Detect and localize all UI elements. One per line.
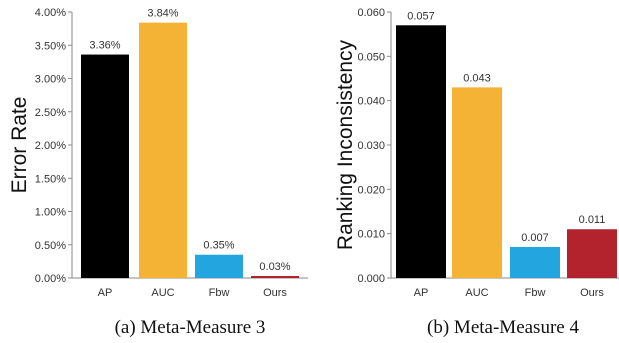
chart-meta-measure-3: 0.00% 0.50% 1.00% 1.50% 2.00% 2.50% 3.00% 3.50%… xyxy=(8,7,308,338)
chart-b-value-label-ours: 0.011 xyxy=(579,214,606,226)
chart-a-value-label-ours: 0.03% xyxy=(259,261,290,273)
chart-b-category-label-auc: AUC xyxy=(465,287,488,299)
chart-a-y-tick-label: 3.50% xyxy=(35,40,66,52)
chart-b-category-label-ap: AP xyxy=(414,287,429,299)
chart-b-bar-fbw xyxy=(510,246,560,278)
chart-b-y-tick-label: 0.000 xyxy=(357,273,385,285)
chart-a-value-label-ap: 3.36% xyxy=(89,40,120,52)
chart-a-y-tick-label: 3.00% xyxy=(35,74,66,86)
chart-b-value-label-ap: 0.057 xyxy=(407,10,435,22)
chart-a-value-label-fbw: 0.35% xyxy=(203,240,234,252)
chart-a-category-label-fbw: Fbw xyxy=(209,287,230,299)
chart-a-y-axis-title: Error Rate xyxy=(8,97,31,194)
chart-a-category-label-auc: AUC xyxy=(151,287,174,299)
chart-b-value-label-auc: 0.043 xyxy=(463,72,491,84)
chart-meta-measure-4: 0.000 0.010 0.020 0.030 0.040 0.050 0.060 0.057… xyxy=(334,7,619,338)
chart-b-y-tick-label: 0.050 xyxy=(357,51,385,63)
chart-a-bar-ours xyxy=(251,276,299,278)
chart-a-caption: (a) Meta-Measure 3 xyxy=(115,317,266,338)
chart-b-caption: (b) Meta-Measure 4 xyxy=(427,317,579,338)
chart-a-y-tick-label: 1.50% xyxy=(35,173,66,185)
chart-a-category-label-ap: AP xyxy=(98,287,113,299)
chart-b-y-tick-label: 0.020 xyxy=(357,184,385,196)
chart-a-y-tick-label: 2.00% xyxy=(35,140,66,152)
chart-b-y-tick-label: 0.060 xyxy=(357,7,385,19)
chart-a-category-label-ours: Ours xyxy=(263,287,287,299)
chart-a-value-label-auc: 3.84% xyxy=(147,8,178,20)
chart-b-category-label-ours: Ours xyxy=(580,287,604,299)
chart-a-bar-fbw xyxy=(195,254,243,278)
chart-b-bar-ap xyxy=(396,25,446,278)
chart-b-bar-ours xyxy=(567,229,617,278)
chart-b-y-tick-label: 0.010 xyxy=(357,229,385,241)
chart-a-bar-ap xyxy=(81,54,129,279)
chart-a-y-tick-label: 1.00% xyxy=(35,207,66,219)
chart-b-value-label-fbw: 0.007 xyxy=(521,232,549,244)
chart-b-y-tick-label: 0.030 xyxy=(357,140,385,152)
chart-b-category-label-fbw: Fbw xyxy=(525,287,546,299)
chart-b-y-axis-title: Ranking Inconsistency xyxy=(334,39,357,250)
chart-a-y-tick-label: 2.50% xyxy=(35,107,66,119)
chart-a-y-tick-label: 4.00% xyxy=(35,7,66,19)
chart-b-y-tick-label: 0.040 xyxy=(357,96,385,108)
chart-b-bar-auc xyxy=(452,87,502,278)
chart-a-bar-auc xyxy=(139,22,187,278)
chart-a-y-tick-label: 0.00% xyxy=(35,273,66,285)
chart-a-y-tick-label: 0.50% xyxy=(35,240,66,252)
